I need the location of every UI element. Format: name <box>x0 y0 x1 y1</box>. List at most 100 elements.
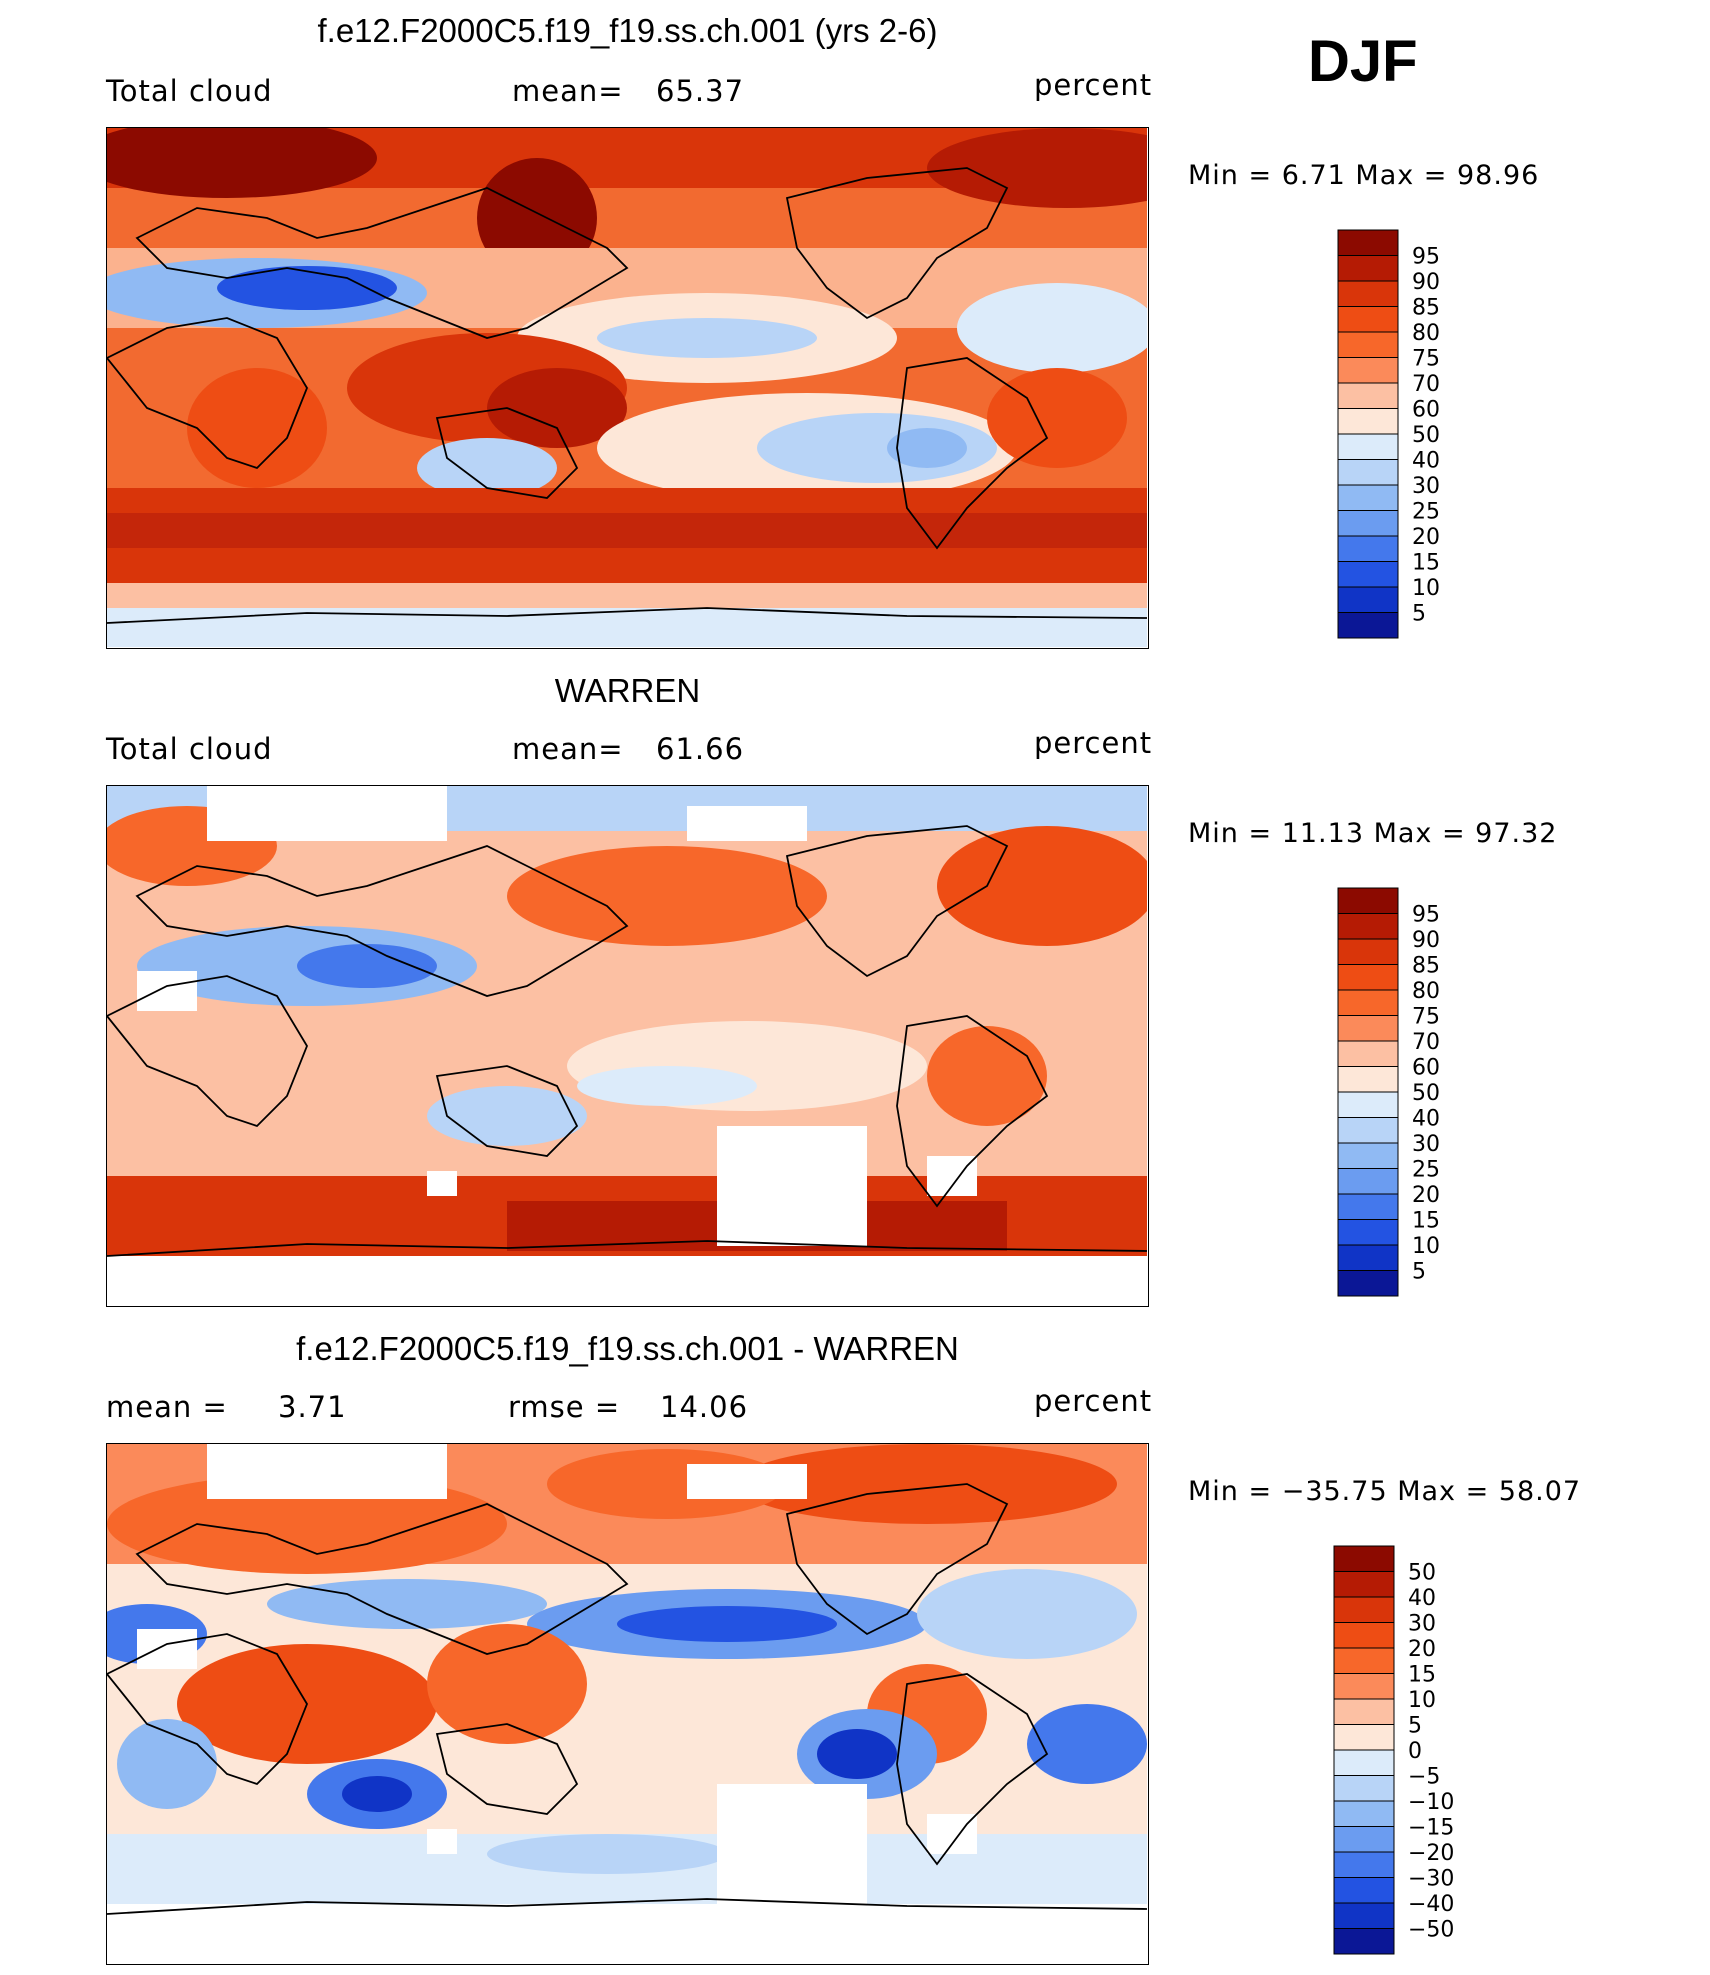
colorbar-tick-label: 95 <box>1412 903 1440 928</box>
colorbar-tick-label: 85 <box>1412 954 1440 979</box>
panel-3-title: f.e12.F2000C5.f19_f19.ss.ch.001 - WARREN <box>296 1330 959 1367</box>
colorbar-tick-label: 50 <box>1412 423 1440 448</box>
colorbar-box <box>1333 1800 1395 1827</box>
colorbar-box <box>1337 1091 1399 1118</box>
colorbar-tick-label: −5 <box>1408 1765 1440 1790</box>
colorbar-box <box>1333 1902 1395 1929</box>
colorbar-tick-label: 40 <box>1412 1107 1440 1132</box>
colorbar-box <box>1337 1066 1399 1093</box>
panel-2-units: percent <box>1034 726 1153 760</box>
colorbar-box <box>1337 989 1399 1016</box>
colorbar-box <box>1337 938 1399 965</box>
colorbar-tick-label: 80 <box>1412 979 1440 1004</box>
colorbar-box <box>1337 433 1399 460</box>
panel-1-mean-label: mean= <box>512 74 624 108</box>
colorbar-tick-label: 30 <box>1408 1612 1436 1637</box>
colorbar-tick-label: 80 <box>1412 321 1440 346</box>
colorbar-box <box>1333 1724 1395 1751</box>
panel-1-colorbar: 95 90 85 80 75 70 60 50 40 30 25 20 15 10 5 <box>1336 228 1476 640</box>
colorbar-box <box>1337 1117 1399 1144</box>
panel-3-mean-value: 3.71 <box>278 1390 347 1424</box>
colorbar-box <box>1337 561 1399 588</box>
colorbar-box <box>1337 1219 1399 1246</box>
panel-3-colorbar: 50 40 30 20 15 10 5 0 −5 −10 −15 −20 −30 −40 −50 <box>1332 1544 1476 1956</box>
colorbar-tick-label: 60 <box>1412 1056 1440 1081</box>
panel-2-mean-value: 61.66 <box>656 732 745 766</box>
colorbar-tick-label: 20 <box>1412 1183 1440 1208</box>
colorbar-tick-label: −20 <box>1408 1841 1454 1866</box>
colorbar-tick-label: −10 <box>1408 1790 1454 1815</box>
colorbar-tick-label: −40 <box>1408 1892 1454 1917</box>
colorbar-tick-label: −15 <box>1408 1816 1454 1841</box>
colorbar-box <box>1337 887 1399 914</box>
colorbar-tick-label: 25 <box>1412 1158 1440 1183</box>
panel-1-map <box>106 127 1149 649</box>
colorbar-box <box>1337 964 1399 991</box>
colorbar-box <box>1333 1928 1395 1955</box>
colorbar-tick-label: 10 <box>1412 1234 1440 1259</box>
colorbar-box <box>1337 535 1399 562</box>
colorbar-tick-label: 75 <box>1412 1005 1440 1030</box>
colorbar-box <box>1333 1775 1395 1802</box>
colorbar-box <box>1337 1168 1399 1195</box>
colorbar-tick-label: 40 <box>1408 1586 1436 1611</box>
colorbar-tick-label: 30 <box>1412 1132 1440 1157</box>
colorbar-box <box>1333 1571 1395 1598</box>
panel-3-mean-label: mean = <box>106 1390 228 1424</box>
panel-3-map <box>106 1443 1149 1965</box>
colorbar-box <box>1337 1193 1399 1220</box>
colorbar-tick-label: 15 <box>1408 1663 1436 1688</box>
colorbar-tick-label: 20 <box>1408 1637 1436 1662</box>
colorbar-tick-label: 90 <box>1412 928 1440 953</box>
colorbar-box <box>1333 1877 1395 1904</box>
colorbar-tick-label: 25 <box>1412 500 1440 525</box>
colorbar-box <box>1333 1545 1395 1572</box>
colorbar-tick-label: 75 <box>1412 347 1440 372</box>
season-label: DJF <box>1308 29 1418 94</box>
colorbar-box <box>1337 280 1399 307</box>
colorbar-tick-label: 50 <box>1408 1561 1436 1586</box>
colorbar-box <box>1333 1647 1395 1674</box>
colorbar-box <box>1337 331 1399 358</box>
colorbar-tick-label: 70 <box>1412 372 1440 397</box>
colorbar-box <box>1333 1851 1395 1878</box>
panel-1-mean-value: 65.37 <box>656 74 745 108</box>
colorbar-tick-label: 50 <box>1412 1081 1440 1106</box>
colorbar-box <box>1337 459 1399 486</box>
panel-2-title: WARREN <box>554 672 701 709</box>
colorbar-box <box>1337 382 1399 409</box>
panel-2-colorbar: 95 90 85 80 75 70 60 50 40 30 25 20 15 10 5 <box>1336 886 1476 1298</box>
panel-3-rmse-value: 14.06 <box>660 1390 749 1424</box>
colorbar-box <box>1337 1142 1399 1169</box>
colorbar-tick-label: 10 <box>1412 576 1440 601</box>
colorbar-box <box>1337 913 1399 940</box>
panel-2-field <box>107 786 1147 1305</box>
colorbar-tick-label: 5 <box>1412 1260 1426 1285</box>
colorbar-box <box>1337 586 1399 613</box>
colorbar-box <box>1337 1270 1399 1297</box>
colorbar-box <box>1337 408 1399 435</box>
colorbar-tick-label: 90 <box>1412 270 1440 295</box>
colorbar-box <box>1337 1040 1399 1067</box>
colorbar-tick-label: −50 <box>1408 1918 1454 1943</box>
colorbar-tick-label: 70 <box>1412 1030 1440 1055</box>
panel-1-units: percent <box>1034 68 1153 102</box>
colorbar-box <box>1337 612 1399 639</box>
colorbar-box <box>1337 255 1399 282</box>
colorbar-tick-label: 95 <box>1412 245 1440 270</box>
panel-2-variable-label: Total cloud <box>106 732 273 766</box>
colorbar-box <box>1337 357 1399 384</box>
panel-3-rmse-label: rmse = <box>508 1390 621 1424</box>
panel-1-field <box>107 128 1147 647</box>
panel-1-minmax: Min = 6.71 Max = 98.96 <box>1188 160 1540 191</box>
colorbar-tick-label: 0 <box>1408 1739 1422 1764</box>
panel-1-title: f.e12.F2000C5.f19_f19.ss.ch.001 (yrs 2-6… <box>317 12 938 49</box>
panel-3-minmax: Min = −35.75 Max = 58.07 <box>1188 1476 1582 1507</box>
colorbar-box <box>1333 1826 1395 1853</box>
colorbar-tick-label: 20 <box>1412 525 1440 550</box>
colorbar-tick-label: 10 <box>1408 1688 1436 1713</box>
colorbar-box <box>1333 1622 1395 1649</box>
colorbar-tick-label: 15 <box>1412 551 1440 576</box>
panel-1-variable-label: Total cloud <box>106 74 273 108</box>
colorbar-box <box>1333 1698 1395 1725</box>
